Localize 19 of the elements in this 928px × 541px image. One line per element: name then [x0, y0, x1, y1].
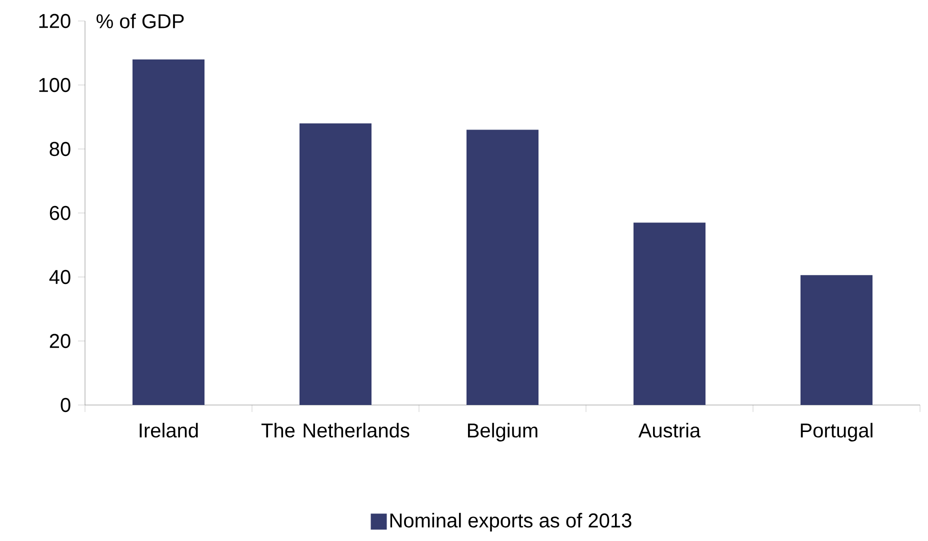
y-tick-label: 20 — [50, 334, 70, 348]
x-tick-label: Austria — [638, 422, 701, 438]
y-tick-label: 100 — [39, 78, 70, 92]
legend-label: Nominal exports as of 2013 — [390, 512, 632, 532]
bar — [300, 123, 372, 405]
bar — [132, 59, 205, 405]
y-tick-label: 0 — [60, 398, 70, 412]
x-tick-label: Belgium — [468, 422, 538, 442]
bar — [634, 222, 706, 405]
y-tick-label: 60 — [50, 206, 70, 220]
x-tick-label: Portugal — [800, 422, 872, 442]
y-tick-label: 120 — [39, 14, 70, 28]
y-axis-title: % of GDP — [96, 14, 184, 28]
bar — [466, 130, 539, 405]
bar — [800, 275, 873, 405]
y-tick-label: 80 — [50, 142, 70, 156]
y-tick-label: 40 — [49, 270, 70, 284]
x-tick-label: Ireland — [140, 422, 198, 438]
x-tick-label: The Netherlands — [261, 422, 410, 438]
